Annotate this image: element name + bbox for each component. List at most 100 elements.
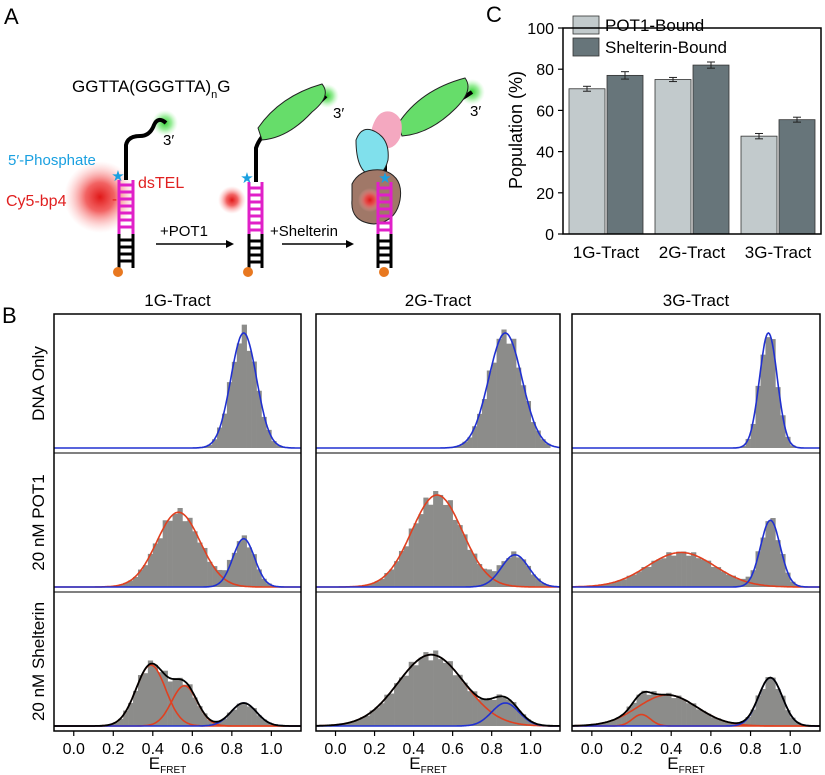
histogram-bar bbox=[730, 722, 736, 726]
bar-pot-bound-0 bbox=[568, 88, 606, 235]
histogram-bar bbox=[760, 354, 766, 448]
bar-chart-ylabel: Population (%) bbox=[506, 71, 526, 189]
histogram-bar bbox=[735, 579, 741, 587]
histogram-bar bbox=[780, 695, 786, 726]
histogram-bar bbox=[197, 542, 203, 587]
y-tick-label: 0 bbox=[545, 227, 554, 244]
y-tick-label: 40 bbox=[536, 145, 554, 162]
histogram-bar bbox=[197, 706, 203, 726]
histogram-bar bbox=[535, 430, 541, 448]
fit-component-high-fret bbox=[572, 519, 820, 588]
histogram-bar bbox=[720, 571, 727, 587]
histogram-bar bbox=[133, 576, 139, 587]
fit-component-high-fret bbox=[316, 553, 561, 588]
histogram-bar bbox=[187, 517, 193, 587]
histogram-bar bbox=[162, 520, 168, 587]
histogram-bar bbox=[447, 661, 453, 726]
histogram-bar bbox=[384, 573, 390, 587]
histogram-bar bbox=[496, 338, 502, 448]
histogram-bar bbox=[261, 719, 267, 726]
histogram-bar bbox=[408, 528, 414, 587]
x-axis-label: EFRET bbox=[149, 754, 186, 775]
histogram-bar bbox=[621, 579, 627, 587]
histogram-bar bbox=[770, 339, 776, 448]
histogram-bar bbox=[775, 540, 781, 587]
x-axis-label-sub: FRET bbox=[679, 765, 705, 775]
histogram-bar bbox=[506, 699, 512, 726]
histogram-bar bbox=[379, 703, 385, 726]
histogram-bar bbox=[423, 497, 429, 587]
category-label: 2G-Tract bbox=[659, 243, 726, 262]
histogram-bar bbox=[118, 718, 124, 726]
category-label: 3G-Tract bbox=[745, 243, 812, 262]
histogram-bar bbox=[750, 423, 756, 448]
histogram-bar bbox=[477, 413, 483, 448]
histogram-bar bbox=[241, 535, 247, 587]
histogram-bar bbox=[472, 691, 478, 726]
histogram-bar bbox=[525, 565, 532, 587]
bar-chart-panel-c: Population (%) 0 20 40 60 80 100 1G-Tract 2G-T… bbox=[506, 15, 822, 262]
histogram-bar bbox=[785, 436, 791, 448]
histogram-bar bbox=[408, 661, 414, 726]
histogram-bar bbox=[621, 714, 627, 726]
histogram-bar bbox=[467, 691, 473, 726]
histogram-bar bbox=[217, 569, 223, 587]
histogram-bar bbox=[705, 560, 712, 587]
histogram-bar bbox=[137, 675, 144, 726]
construct-dna-only: ★ - bbox=[64, 110, 178, 277]
category-label: 1G-Tract bbox=[573, 243, 640, 262]
histogram-bar bbox=[133, 690, 139, 726]
dye-link-icon: - bbox=[112, 191, 117, 208]
histogram-bar bbox=[359, 717, 366, 726]
histogram-bar bbox=[525, 401, 532, 448]
histogram-bar bbox=[418, 514, 424, 587]
x-axis-label-main: E bbox=[149, 754, 160, 773]
histogram-bar bbox=[481, 568, 488, 587]
bar-shelterin-bound-1 bbox=[692, 64, 730, 235]
histogram-bar bbox=[641, 690, 647, 726]
phosphate-label: 5′-Phosphate bbox=[8, 152, 96, 169]
histogram-bar bbox=[413, 665, 419, 726]
histogram-bar bbox=[457, 674, 463, 726]
histogram-bar bbox=[740, 578, 746, 587]
histogram-bar bbox=[152, 543, 159, 587]
histogram-bar bbox=[172, 677, 178, 726]
histogram-bar bbox=[596, 723, 603, 726]
histogram-bar bbox=[760, 688, 766, 726]
histogram-bar bbox=[710, 566, 717, 587]
histogram-bar bbox=[261, 416, 267, 448]
histogram-bar bbox=[785, 572, 791, 587]
histogram-bar bbox=[251, 554, 257, 587]
histogram-bar bbox=[418, 657, 424, 726]
histogram-bar bbox=[428, 660, 434, 726]
x-tick-label: 0.6 bbox=[181, 741, 203, 758]
histogram-bar bbox=[212, 439, 218, 448]
histogram-bar bbox=[236, 703, 243, 726]
legend-label: Shelterin-Bound bbox=[605, 38, 727, 57]
biotin-dot bbox=[113, 267, 123, 277]
histogram-frame bbox=[571, 313, 821, 732]
histogram-bar bbox=[147, 553, 154, 587]
x-tick-label: 1.0 bbox=[520, 741, 542, 758]
x-tick-label: 0.4 bbox=[142, 741, 164, 758]
histogram-bar bbox=[241, 702, 247, 726]
fit-total bbox=[316, 653, 561, 727]
histogram-bar bbox=[202, 547, 208, 587]
histogram-bar bbox=[705, 713, 712, 726]
histogram-bar bbox=[261, 578, 267, 587]
histogram-bar bbox=[516, 367, 522, 448]
histogram-bar bbox=[636, 571, 642, 587]
histogram-bar bbox=[496, 694, 502, 726]
histogram-bar bbox=[601, 584, 608, 587]
x-tick-label: 0.0 bbox=[581, 741, 603, 758]
histogram-bar bbox=[389, 693, 395, 726]
legend-swatch bbox=[572, 37, 600, 57]
x-tick-label: 0.6 bbox=[442, 741, 464, 758]
histogram-bar bbox=[462, 441, 468, 448]
histogram-bar bbox=[530, 722, 536, 726]
schematic-panel-a: GGTTA(GGGTTA)nG ★ - 3′ 5′-Phosphate Cy5-… bbox=[6, 77, 485, 277]
row-label: 20 nM Shelterin bbox=[29, 602, 48, 721]
step2-label: +Shelterin bbox=[270, 223, 338, 240]
histogram-bar bbox=[187, 684, 193, 726]
